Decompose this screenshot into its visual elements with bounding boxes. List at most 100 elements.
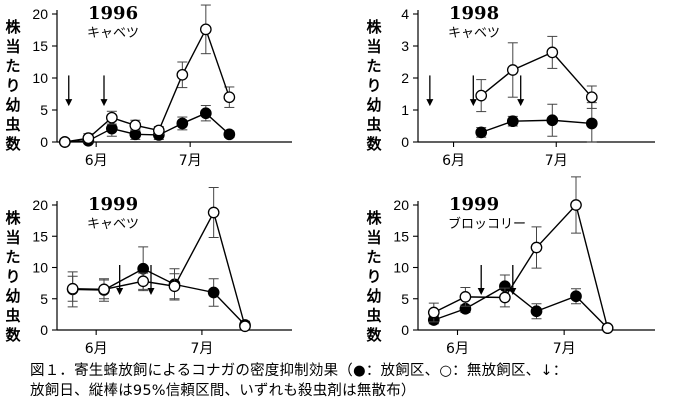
release-arrow-head [477, 288, 485, 295]
release-arrow-head [509, 288, 517, 295]
chart-subtitle: ブロッコリー [448, 216, 526, 232]
series-no-release [58, 4, 236, 148]
series-no-release [475, 35, 598, 113]
release-arrow-head [147, 288, 155, 295]
open-marker [499, 291, 511, 304]
open-marker [239, 320, 251, 333]
y-tick-label: 2 [401, 70, 409, 86]
chart-title: 1999 [449, 194, 499, 215]
release-arrow-head [65, 99, 73, 107]
y-tick-label: 5 [40, 102, 48, 118]
release-arrow-head [469, 99, 477, 107]
open-marker [82, 132, 95, 145]
open-marker [506, 64, 519, 76]
open-marker [58, 136, 71, 148]
filled-marker [137, 262, 150, 275]
open-marker [601, 322, 614, 334]
y-tick-label: 10 [32, 260, 48, 276]
filled-marker [585, 117, 598, 130]
y-axis-label: 株当たり幼虫数 [366, 18, 382, 153]
y-tick-label: 0 [401, 134, 409, 150]
month-label: 7月 [190, 341, 213, 357]
open-marker [475, 89, 488, 102]
series-no-release [66, 187, 251, 333]
y-tick-label: 15 [393, 228, 409, 244]
chart-title: 1996 [88, 3, 138, 24]
open-marker [66, 282, 79, 295]
y-axis-label: 株当たり幼虫数 [5, 209, 21, 344]
series-line [72, 267, 246, 326]
y-tick-label: 3 [401, 38, 409, 54]
series-no-release [427, 176, 614, 334]
filled-marker [223, 128, 236, 141]
series-line [64, 27, 230, 143]
filled-marker [506, 115, 519, 128]
caption-line-1: 図１．寄生蜂放飼によるコナガの密度抑制効果（●：放飼区、○：無放飼区、↓： [30, 363, 568, 379]
chart-title: 1998 [449, 3, 499, 24]
y-axis-label: 株当たり幼虫数 [366, 209, 382, 344]
release-arrow-head [517, 99, 525, 107]
filled-marker [530, 305, 543, 318]
y-tick-label: 20 [393, 197, 409, 213]
chart-panel-2: 0 1 2 3 4 6月 7月 株当たり幼虫数 1998 キャベツ [366, 3, 655, 169]
series-release [475, 102, 598, 143]
chart-subtitle: キャベツ [87, 217, 139, 232]
month-label: 6月 [446, 341, 469, 357]
chart-subtitle: キャベツ [87, 26, 139, 41]
y-tick-label: 15 [32, 228, 48, 244]
release-arrow-head [426, 99, 434, 107]
y-tick-label: 5 [40, 291, 48, 307]
chart-panel-1: 0 5 10 15 20 6月 7月 株当たり幼虫数 1996 キャベツ [5, 3, 292, 169]
chart-title: 1999 [88, 194, 138, 215]
month-label: 6月 [85, 153, 108, 169]
series-line [480, 51, 593, 98]
open-marker [207, 206, 220, 219]
filled-marker [199, 107, 212, 120]
open-marker [585, 91, 598, 104]
y-tick-label: 0 [40, 322, 48, 338]
filled-marker [105, 122, 118, 135]
open-marker [223, 91, 236, 104]
y-tick-label: 10 [393, 260, 409, 276]
open-marker [137, 275, 150, 288]
open-marker [176, 68, 189, 81]
open-marker [546, 46, 559, 59]
y-tick-label: 20 [32, 6, 48, 22]
series-line [480, 119, 592, 134]
open-marker [199, 23, 212, 36]
y-tick-label: 0 [40, 134, 48, 150]
open-marker [152, 124, 165, 137]
chart-subtitle: キャベツ [448, 26, 500, 41]
open-marker [459, 291, 472, 303]
open-marker [98, 283, 110, 296]
filled-marker [546, 114, 559, 127]
month-label: 7月 [545, 153, 568, 169]
filled-marker [570, 290, 582, 303]
open-marker [129, 119, 142, 132]
series-release [427, 274, 614, 334]
open-marker [105, 111, 118, 124]
y-tick-label: 20 [32, 197, 48, 213]
y-tick-label: 10 [32, 70, 48, 86]
y-tick-label: 0 [401, 322, 409, 338]
y-tick-label: 1 [401, 102, 409, 118]
release-arrow-head [100, 99, 108, 107]
figure-caption: 図１．寄生蜂放飼によるコナガの密度抑制効果（●：放飼区、○：無放飼区、↓： 放飼… [30, 361, 690, 401]
open-marker [570, 199, 582, 211]
y-tick-label: 15 [32, 38, 48, 54]
series-line [433, 203, 609, 329]
open-marker [530, 241, 543, 254]
chart-panel-3: 0 5 10 15 20 6月 7月 株当たり幼虫数 1999 キャベツ [5, 187, 292, 357]
release-arrow-head [116, 288, 124, 295]
y-axis-label: 株当たり幼虫数 [5, 18, 21, 153]
caption-line-2: 放飼日、縦棒は95%信頼区間、いずれも殺虫剤は無散布） [30, 383, 416, 399]
open-marker [168, 280, 181, 293]
filled-marker [176, 117, 189, 130]
open-marker [427, 306, 440, 319]
y-tick-label: 5 [401, 291, 409, 307]
month-label: 6月 [442, 153, 465, 169]
month-label: 7月 [179, 153, 202, 169]
month-label: 7月 [553, 341, 576, 357]
